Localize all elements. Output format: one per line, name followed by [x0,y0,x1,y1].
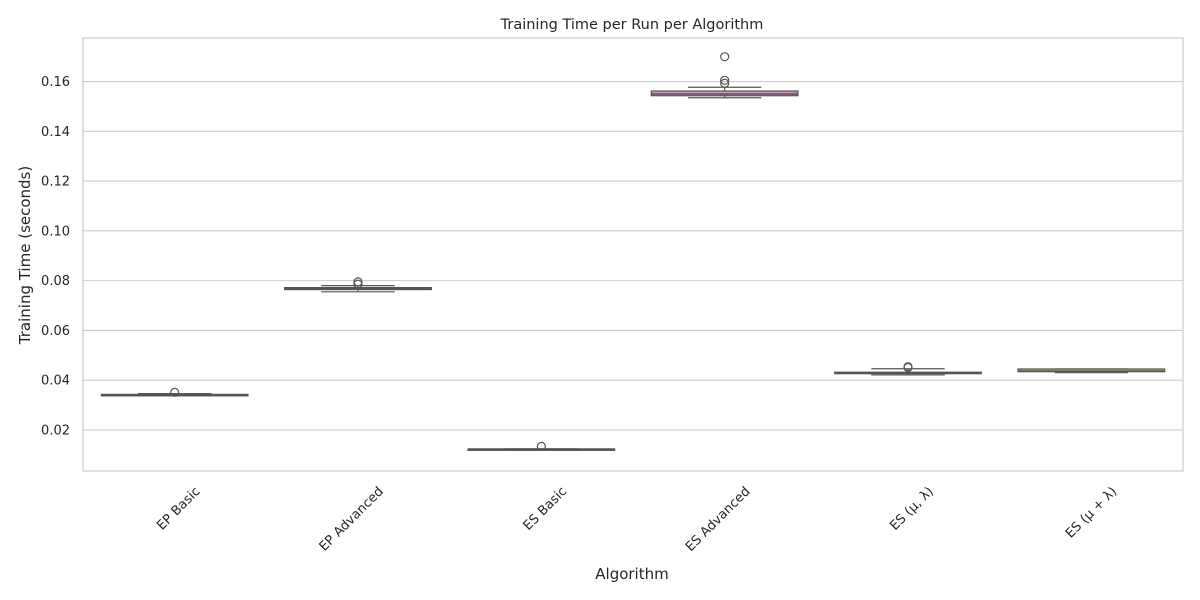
box-group [650,52,799,99]
y-tick-label: 0.08 [41,274,70,289]
y-tick-label: 0.02 [41,423,70,438]
outlier-point [170,387,180,397]
y-tick-label: 0.06 [41,324,70,339]
outlier-point [903,362,913,372]
box-group [284,277,432,293]
box-group [834,362,982,376]
y-tick-label: 0.10 [41,224,70,239]
x-axis-label: Algorithm [595,565,668,583]
y-tick-label: 0.14 [41,125,70,140]
outlier-point [353,277,363,287]
box-group [467,441,616,451]
box-group [100,387,249,397]
y-axis-label: Training Time (seconds) [16,166,34,345]
y-tick-labels: 0.02 0.04 0.06 0.08 0.10 0.12 0.14 0.16 [41,75,70,438]
boxes-layer [100,52,1166,451]
y-tick-label: 0.16 [41,75,70,90]
outlier-point [720,78,730,88]
outlier-point [536,441,546,451]
plot-frame [82,37,1184,472]
y-tick-label: 0.12 [41,175,70,190]
y-tick-label: 0.04 [41,374,70,389]
grid-lines [83,80,1183,431]
outlier-point [720,75,730,85]
chart-title: Training Time per Run per Algorithm [500,17,764,33]
outlier-point [720,52,730,62]
box-group [1017,368,1166,374]
